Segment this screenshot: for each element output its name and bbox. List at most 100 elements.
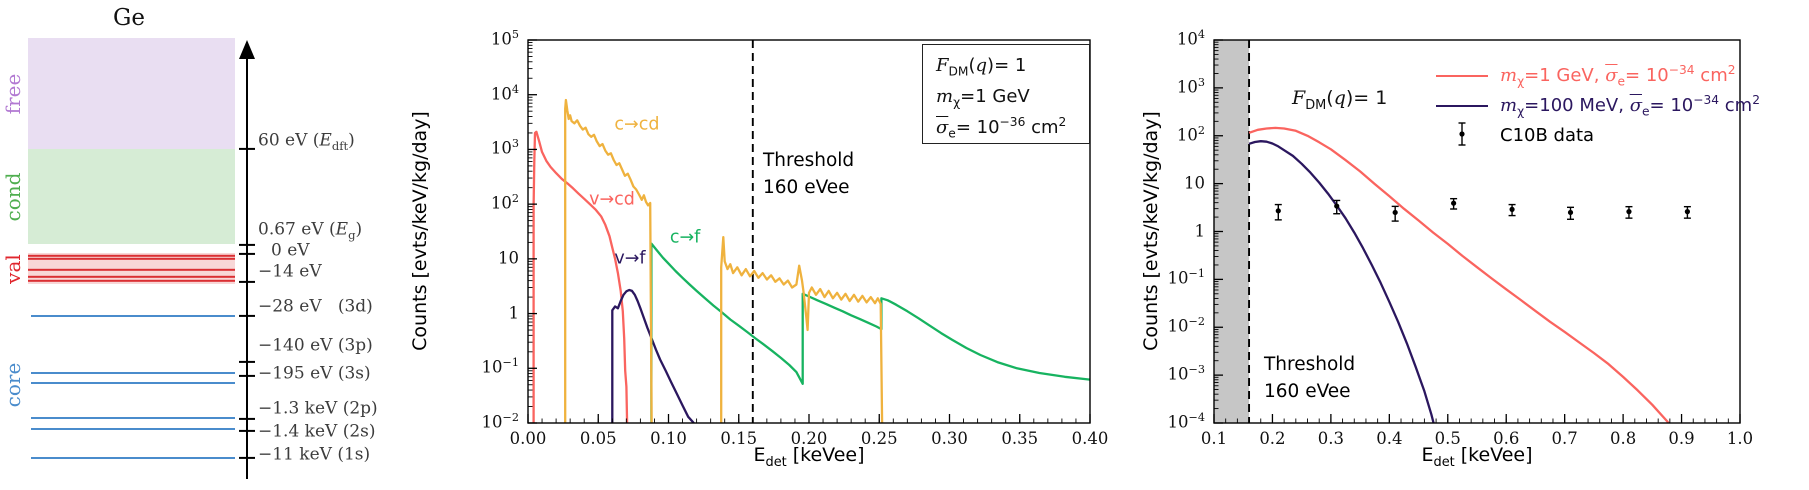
legend-swatch-line: [1436, 105, 1488, 107]
energy-axis-line: [246, 54, 248, 479]
band-cond: [28, 149, 235, 244]
middle-x-tick-label: 0.15: [720, 428, 758, 448]
energy-axis-tick: [239, 429, 255, 433]
legend-swatch-line: [1436, 75, 1488, 77]
right-x-axis-label: Edet [keVee]: [1421, 444, 1533, 470]
band-free: [28, 38, 235, 149]
middle-x-tick-label: 0.25: [860, 428, 898, 448]
right-y-tick-label: 10: [1184, 173, 1205, 193]
middle-y-tick-label: 10−2: [481, 410, 519, 432]
middle-x-axis-label: Edet [keVee]: [753, 444, 865, 470]
middle-series-label-v-to-cd: v→cd: [589, 189, 635, 210]
right-y-tick-label: 10−1: [1167, 267, 1205, 288]
middle-threshold-label-line2: 160 eVee: [763, 177, 850, 198]
valence-line: [28, 275, 235, 279]
energy-level-label-9: −11 keV (1s): [258, 444, 371, 465]
energy-level-label-8: −1.4 keV (2s): [258, 421, 376, 442]
middle-annotation-box: FDM(q)= 1 mχ=1 GeV σe= 10−36 cm2: [922, 44, 1090, 144]
right-data-points: [1274, 197, 1691, 222]
middle-y-tick-label: 10: [498, 248, 519, 268]
energy-axis-tick: [239, 360, 255, 364]
right-threshold-label-line2: 160 eVee: [1264, 381, 1351, 402]
core-level-line: [31, 315, 235, 317]
ge-diagram-layer: free cond val core 60 eV (Edft) 0.67 eV (Eg) 0…: [0, 0, 400, 490]
energy-axis-arrowhead: [239, 40, 255, 59]
right-y-tick-label: 10−3: [1167, 363, 1205, 384]
middle-x-tick-label: 0.30: [931, 428, 968, 448]
right-x-tick-label: 0.9: [1668, 428, 1695, 448]
middle-y-tick-label: 105: [490, 27, 519, 49]
right-annotation-fdm: FDM(q)= 1: [1292, 87, 1388, 113]
middle-series-c-to-cd: [564, 98, 653, 423]
right-x-tick-label: 0.6: [1493, 428, 1520, 448]
middle-series-label-v-to-f: v→f: [614, 248, 646, 269]
middle-y-axis: [528, 39, 537, 424]
right-x-axis: [1213, 414, 1741, 423]
energy-level-label-6: −195 eV (3s): [258, 363, 371, 384]
core-level-line: [31, 382, 235, 384]
energy-axis-tick: [239, 456, 255, 460]
energy-axis-tick: [239, 147, 255, 151]
right-x-tick-label: 0.5: [1434, 428, 1461, 448]
energy-axis-tick: [239, 314, 255, 318]
middle-y-tick-label: 1: [508, 302, 520, 322]
legend-entry-label-1: mχ=100 MeV, σe= 10−34 cm2: [1500, 93, 1761, 119]
middle-x-tick-label: 0.40: [1071, 428, 1109, 448]
right-plot: [1213, 39, 1741, 424]
middle-series-c-to-cd: [720, 235, 884, 423]
right-y-tick-label: 10−2: [1167, 315, 1205, 336]
legend-entry-label-2: C10B data: [1500, 125, 1595, 146]
right-x-tick-label: 0.7: [1551, 428, 1578, 448]
middle-y-axis-label: Counts [evts/keV/kg/day]: [409, 111, 431, 351]
core-level-line: [31, 457, 235, 459]
core-level-line: [31, 428, 235, 430]
legend-swatch-errorbar: [1455, 120, 1469, 152]
core-level-line: [31, 372, 235, 374]
valence-line: [28, 268, 235, 272]
right-x-tick-label: 0.4: [1376, 428, 1403, 448]
middle-threshold-label-line1: Threshold: [763, 150, 855, 171]
energy-axis-tick: [239, 243, 255, 247]
middle-x-tick-label: 0.05: [579, 428, 617, 448]
core-level-line: [31, 417, 235, 419]
energy-level-label-5: −140 eV (3p): [258, 335, 373, 356]
middle-y-tick-label: 10−1: [481, 356, 519, 377]
ge-level-diagram: Ge free cond val core 60 eV (Edft) 0.67 eV (E…: [0, 0, 400, 490]
middle-x-tick-label: 0.35: [1001, 428, 1039, 448]
valence-line: [28, 257, 235, 260]
middle-annotation-mchi: mχ=1 GeV: [936, 85, 1030, 110]
middle-annotation-sigma: σe= 10−36 cm2: [936, 114, 1067, 141]
right-y-tick-label: 10−4: [1167, 410, 1205, 432]
right-x-tick-label: 0.1: [1200, 428, 1228, 448]
energy-level-label-0: 60 eV (Edft): [258, 130, 355, 153]
legend-entry-label-0: mχ=1 GeV, σe= 10−34 cm2: [1500, 63, 1736, 89]
right-x-tick-label: 1.0: [1726, 428, 1754, 448]
middle-y-tick-label: 103: [490, 137, 519, 158]
valence-line: [28, 254, 235, 257]
right-y-tick-label: 1: [1194, 220, 1206, 240]
middle-plot: [527, 39, 1091, 424]
energy-axis-tick: [239, 417, 255, 421]
right-series-mchi-1GeV: [1248, 126, 1671, 423]
middle-y-tick-label: 104: [490, 82, 519, 104]
energy-axis-tick: [239, 280, 255, 284]
right-y-axis-label: Counts [evts/keV/kg/day]: [1140, 111, 1162, 351]
middle-series-v-to-f: [611, 288, 695, 423]
right-x-tick-label: 0.8: [1609, 428, 1637, 448]
middle-series-c-to-f: [650, 242, 1090, 423]
middle-annotation-fdm: FDM(q)= 1: [936, 55, 1027, 79]
right-y-tick-label: 102: [1176, 123, 1205, 145]
valence-line: [28, 279, 235, 282]
ge-diagram-title: Ge: [113, 5, 145, 31]
middle-x-tick-label: 0.00: [509, 428, 547, 448]
energy-level-label-1: 0.67 eV (Eg): [258, 219, 363, 242]
middle-x-tick-label: 0.10: [650, 428, 687, 448]
middle-series-label-c-to-cd: c→cd: [614, 114, 660, 135]
energy-level-label-4: −28 eV (3d): [258, 296, 373, 317]
energy-level-label-2: 0 eV: [271, 240, 310, 261]
right-x-tick-label: 0.3: [1317, 428, 1344, 448]
middle-x-tick-label: 0.20: [790, 428, 828, 448]
right-y-tick-label: 103: [1176, 75, 1205, 97]
